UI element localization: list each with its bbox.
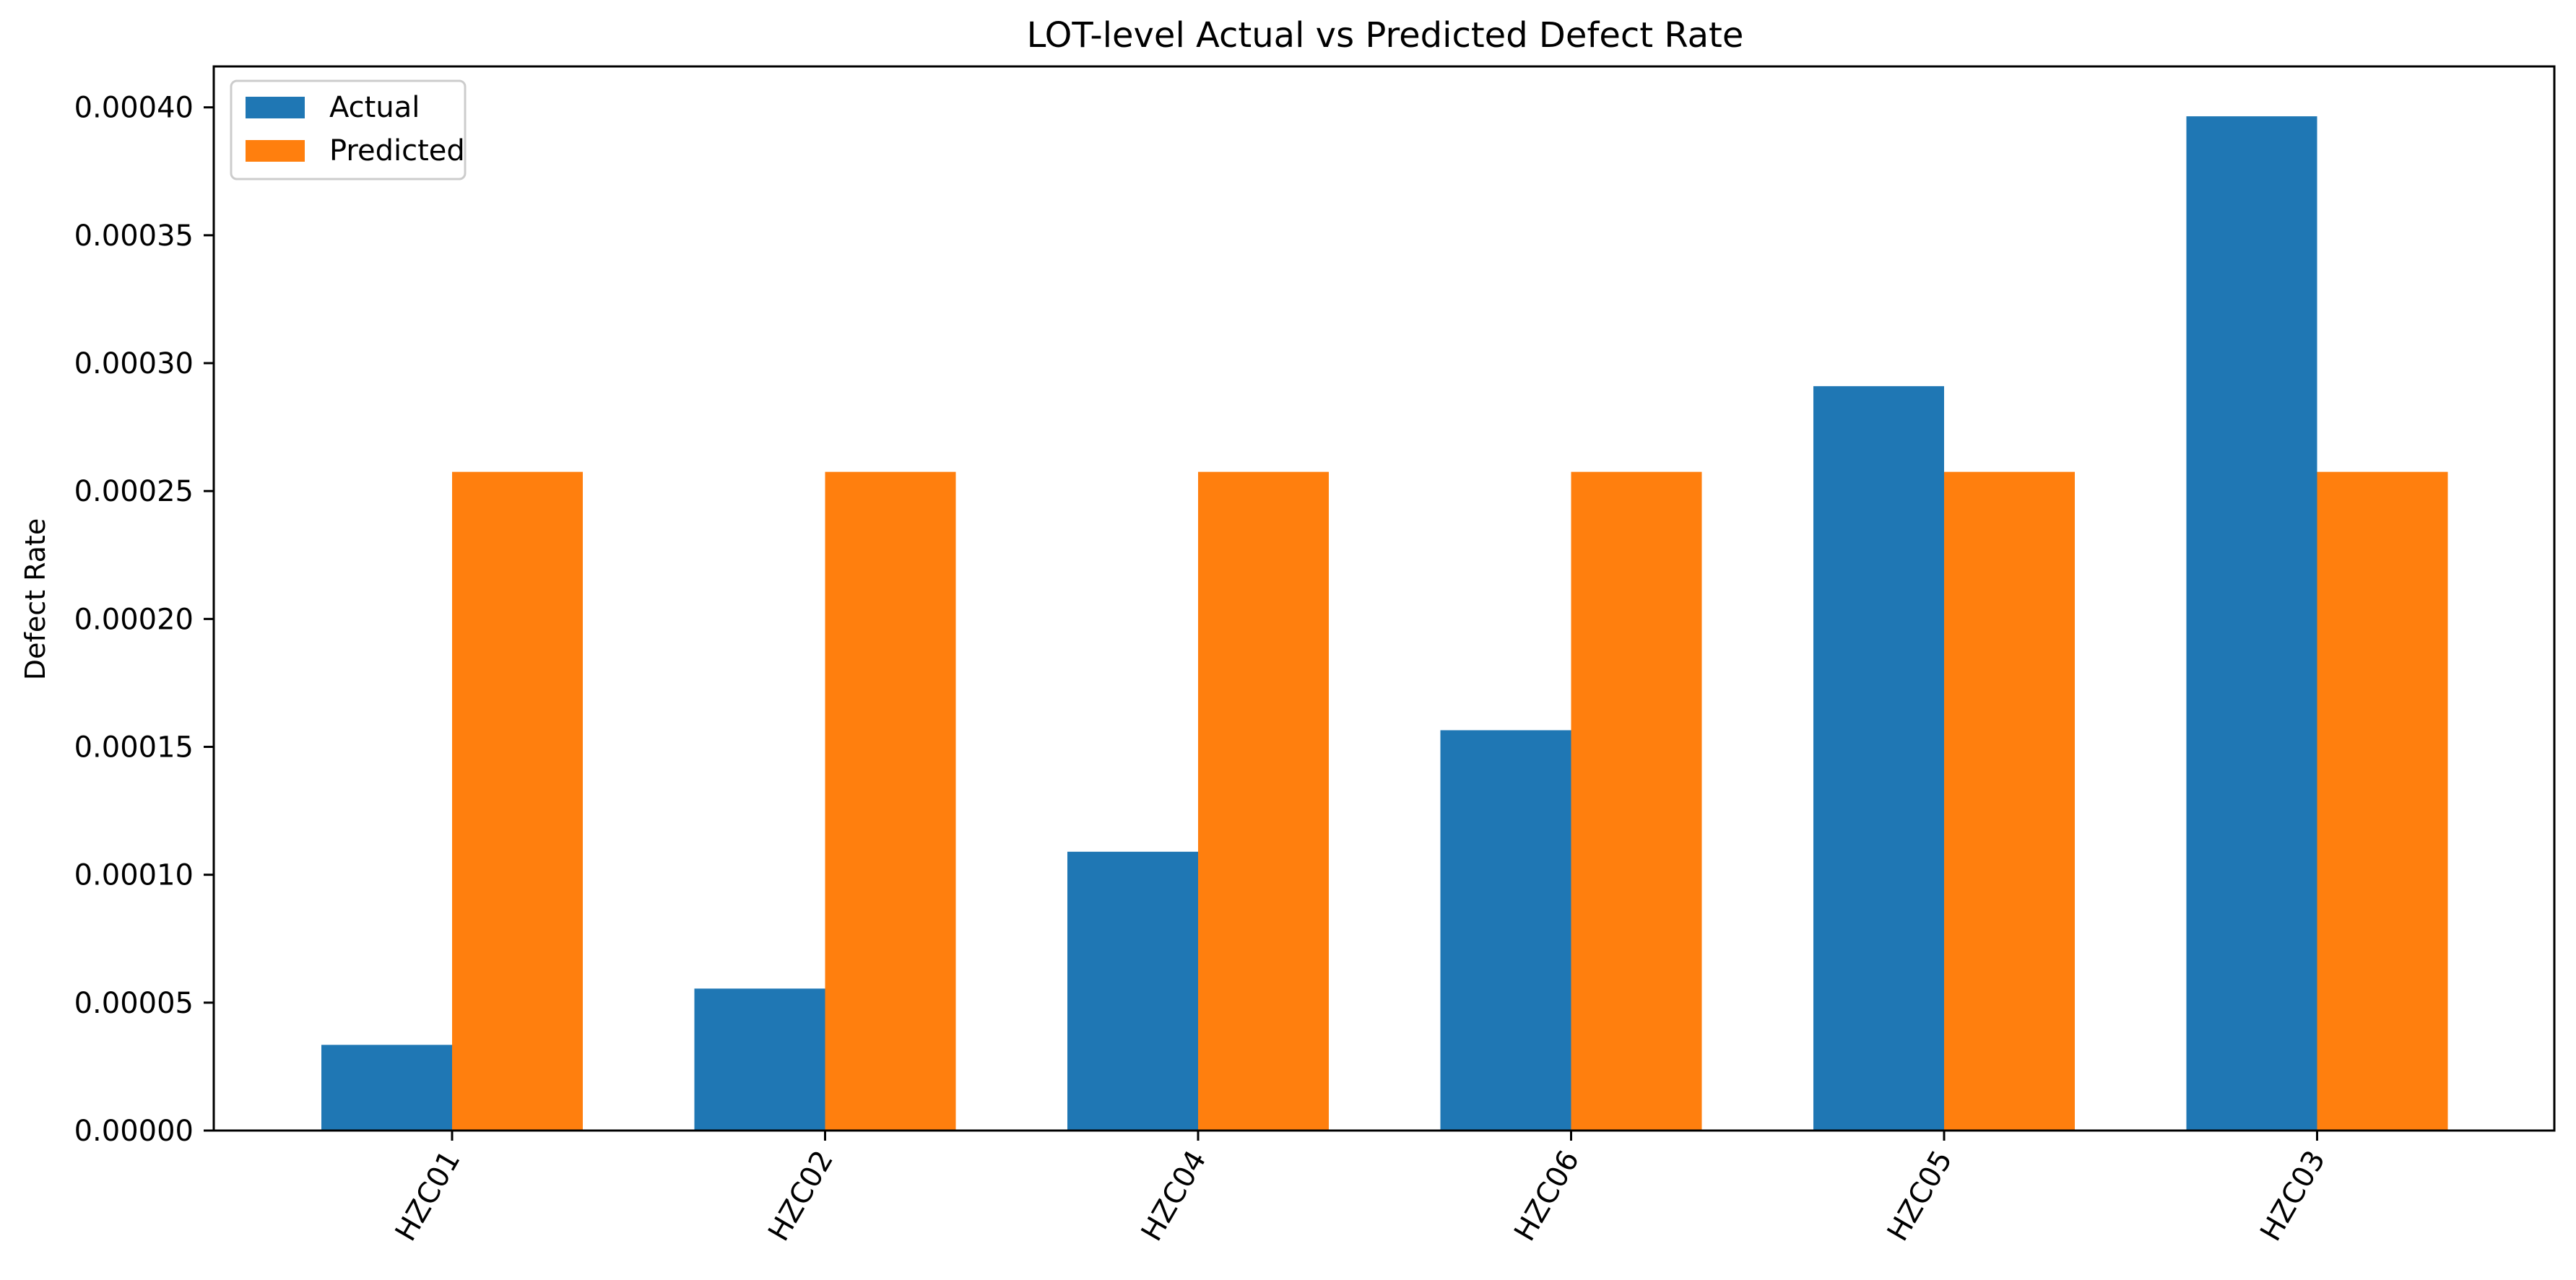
bar-predicted-hzc02 [825,471,956,1131]
y-tick-label: 0.00015 [74,731,194,765]
bar-actual-hzc03 [2186,116,2317,1131]
bars-layer [321,116,2448,1131]
y-tick-label: 0.00035 [74,219,194,253]
bar-actual-hzc06 [1440,730,1571,1131]
plot-frame [212,65,2556,1132]
bar-predicted-hzc03 [2317,471,2448,1131]
legend-swatch-predicted [246,140,305,162]
y-tick-label: 0.00005 [74,987,194,1020]
x-tick-label: HZC06 [1508,1145,1586,1247]
y-tick-label: 0.00030 [74,347,194,380]
bar-predicted-hzc06 [1571,471,1702,1131]
x-tick-label: HZC05 [1881,1145,1959,1247]
y-tick-label: 0.00040 [74,92,194,125]
y-tick-label: 0.00025 [74,475,194,508]
legend-label-actual: Actual [329,91,420,124]
y-axis-label: Defect Rate [19,518,51,680]
x-tick-label: HZC04 [1135,1145,1213,1247]
legend: Actual Predicted [230,79,467,180]
legend-label-predicted: Predicted [329,134,465,167]
bar-actual-hzc01 [321,1045,452,1131]
x-tick-label: HZC03 [2254,1145,2332,1247]
x-tick-label: HZC01 [389,1145,467,1247]
x-tick-label: HZC02 [762,1145,840,1247]
bar-predicted-hzc04 [1198,471,1329,1131]
bar-actual-hzc04 [1067,851,1198,1131]
y-tick-label: 0.00010 [74,859,194,892]
bar-actual-hzc02 [694,988,825,1131]
bar-predicted-hzc05 [1944,471,2075,1131]
bar-actual-hzc05 [1813,386,1944,1131]
bar-predicted-hzc01 [452,471,583,1131]
legend-swatch-actual [246,97,305,118]
y-tick-label: 0.00000 [74,1115,194,1148]
chart-title: LOT-level Actual vs Predicted Defect Rat… [1027,15,1744,56]
y-tick-label: 0.00020 [74,603,194,636]
